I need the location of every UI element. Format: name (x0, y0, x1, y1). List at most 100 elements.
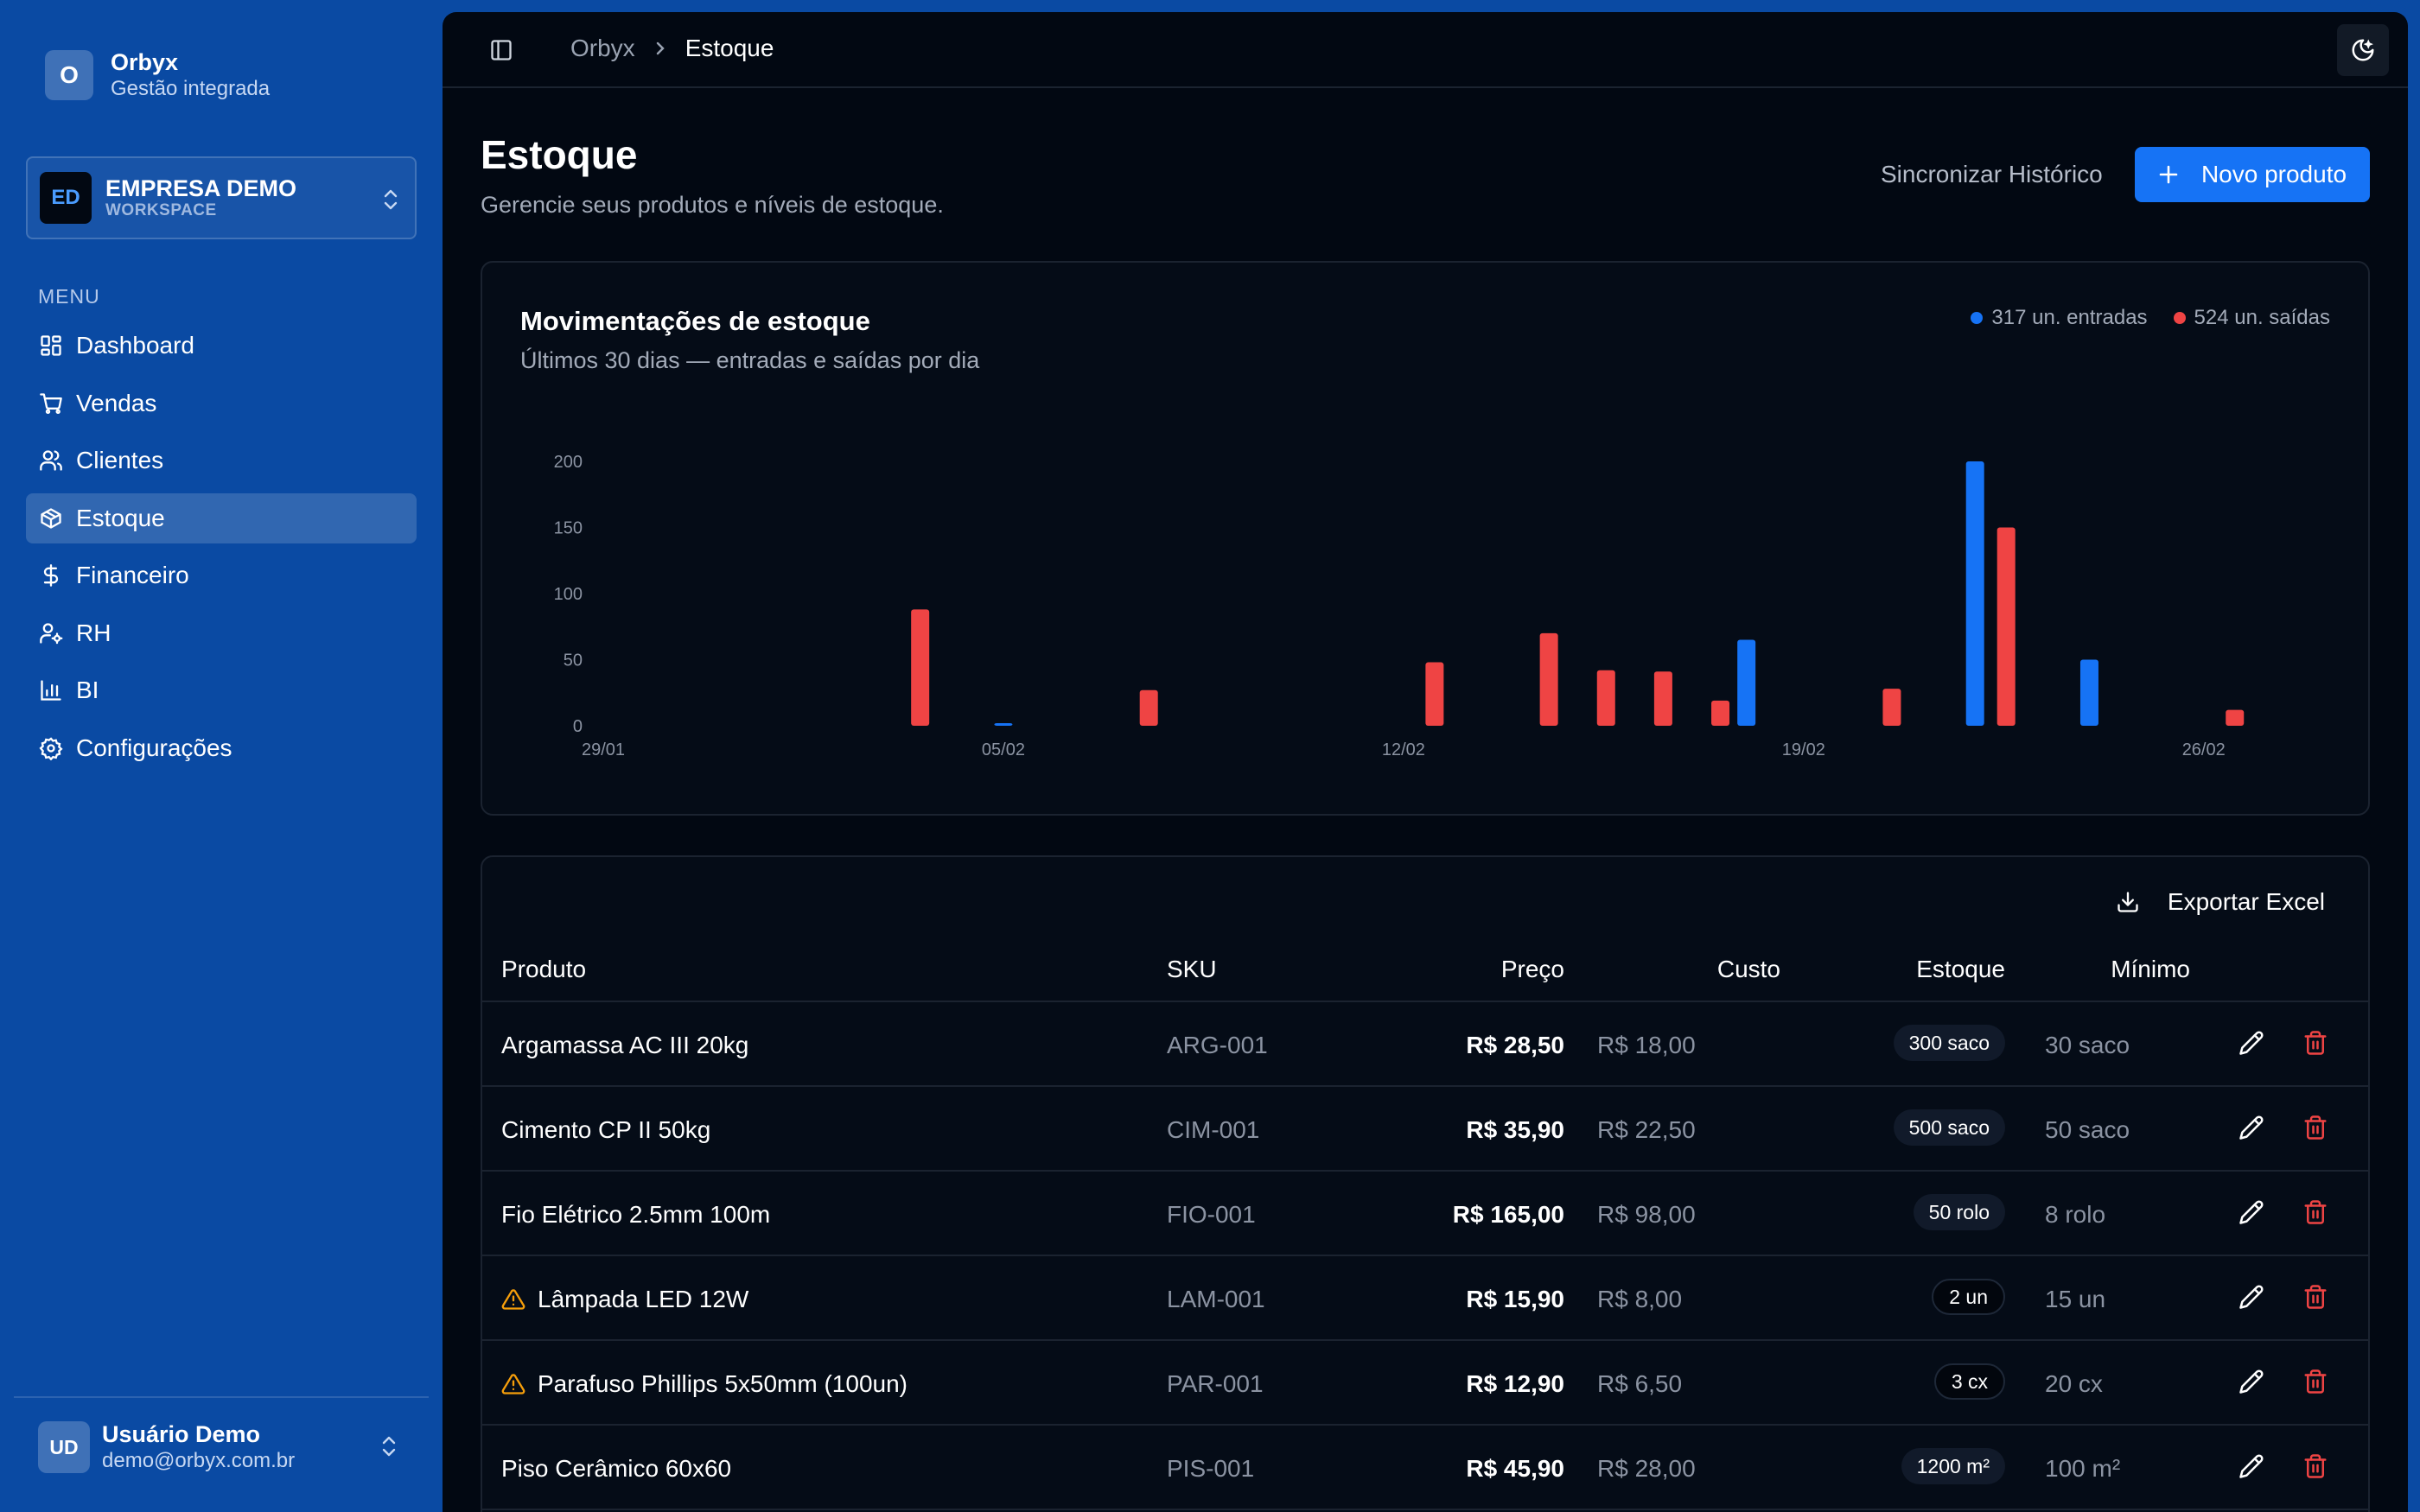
workspace-name: EMPRESA DEMO (105, 175, 297, 201)
bar-saidas (911, 609, 930, 726)
x-tick-label: 05/02 (982, 740, 1025, 759)
stock-movement-chart: 0 50 100 150 200 29/01 05/02 12/02 19/02 26/02 (554, 453, 2245, 759)
product-min: 8 rolo (2045, 1201, 2106, 1228)
table-row[interactable]: Parafuso Phillips 5x50mm (100un) PAR-001… (482, 1341, 2368, 1426)
x-tick-label: 19/02 (1782, 740, 1825, 759)
y-tick-label: 200 (554, 453, 583, 472)
trash-icon[interactable] (2302, 1284, 2328, 1310)
product-cost: R$ 8,00 (1597, 1286, 1683, 1312)
table-row[interactable]: Fio Elétrico 2.5mm 100m FIO-001 R$ 165,0… (482, 1172, 2368, 1256)
sidebar-item-estoque[interactable]: Estoque (26, 492, 417, 543)
brand-name: Orbyx (111, 49, 179, 75)
bar-saidas (1711, 700, 1730, 726)
bar-saidas (1882, 689, 1901, 726)
stock-badge: 300 saco (1893, 1025, 2005, 1061)
bar-entradas (1965, 461, 1984, 726)
sidebar-item-label: Estoque (76, 504, 165, 531)
sidebar-item-clientes[interactable]: Clientes (26, 435, 417, 486)
menu-label: MENU (38, 285, 100, 308)
table-row[interactable]: Lâmpada LED 12W LAM-001 R$ 15,90 R$ 8,00… (482, 1256, 2368, 1341)
table-row[interactable]: Cimento CP II 50kg CIM-001 R$ 35,90 R$ 2… (482, 1087, 2368, 1172)
moon-sun-icon (2350, 37, 2376, 63)
product-sku: ARG-001 (1167, 1032, 1268, 1058)
edit-icon[interactable] (2238, 1453, 2264, 1479)
new-product-button[interactable]: Novo produto (2135, 147, 2370, 202)
bar-saidas (1425, 662, 1444, 726)
product-name-text: Argamassa AC III 20kg (501, 1032, 749, 1058)
column-header-product[interactable]: Produto (501, 956, 587, 982)
brand[interactable]: O Orbyx Gestão integrada (45, 48, 270, 102)
sidebar: O Orbyx Gestão integrada ED EMPRESA DEMO… (0, 0, 443, 1512)
legend-label: 317 un. entradas (1991, 306, 2148, 329)
export-excel-button[interactable]: Exportar Excel (2116, 888, 2325, 916)
user-email: demo@orbyx.com.br (102, 1449, 296, 1472)
bar-saidas (1539, 632, 1558, 726)
table-row[interactable]: Argamassa AC III 20kg ARG-001 R$ 28,50 R… (482, 1002, 2368, 1087)
legend-item-entradas: 317 un. entradas (1971, 306, 2148, 330)
column-header-stock[interactable]: Estoque (1916, 956, 2005, 982)
sidebar-toggle-icon[interactable] (489, 38, 513, 62)
sync-history-button[interactable]: Sincronizar Histórico (1881, 161, 2103, 187)
product-price: R$ 45,90 (1466, 1455, 1564, 1482)
workspace-switcher[interactable]: ED EMPRESA DEMO WORKSPACE (26, 156, 417, 239)
trash-icon[interactable] (2302, 1453, 2328, 1479)
sidebar-item-label: Dashboard (76, 332, 194, 359)
product-cost: R$ 98,00 (1597, 1201, 1696, 1228)
x-tick-label: 29/01 (582, 740, 625, 759)
product-sku: PAR-001 (1167, 1370, 1264, 1397)
product-name-text: Cimento CP II 50kg (501, 1116, 711, 1143)
product-sku: FIO-001 (1167, 1201, 1256, 1228)
box-icon (38, 505, 64, 531)
brand-tagline: Gestão integrada (111, 77, 271, 100)
edit-icon[interactable] (2238, 1199, 2264, 1225)
sidebar-item-bi[interactable]: BI (26, 665, 417, 715)
column-header-cost[interactable]: Custo (1716, 956, 1780, 982)
product-cost: R$ 6,50 (1597, 1370, 1683, 1397)
sidebar-item-label: Vendas (76, 389, 157, 416)
product-sku: PIS-001 (1167, 1455, 1255, 1482)
table-row[interactable]: Piso Cerâmico 60x60 PIS-001 R$ 45,90 R$ … (482, 1426, 2368, 1510)
sidebar-item-vendas[interactable]: Vendas (26, 378, 417, 429)
stock-badge: 3 cx (1933, 1363, 2005, 1400)
edit-icon[interactable] (2238, 1284, 2264, 1310)
product-min: 50 saco (2045, 1116, 2130, 1143)
column-header-price[interactable]: Preço (1500, 956, 1564, 982)
user-menu[interactable]: UD Usuário Demo demo@orbyx.com.br (38, 1420, 295, 1474)
page-subtitle: Gerencie seus produtos e níveis de estoq… (481, 192, 944, 218)
sidebar-item-dashboard[interactable]: Dashboard (26, 321, 417, 371)
plus-icon (2158, 164, 2179, 185)
export-excel-label: Exportar Excel (2167, 888, 2325, 915)
stock-movement-chart-card: Movimentações de estoque Últimos 30 dias… (481, 261, 2370, 816)
sidebar-item-configuracoes[interactable]: Configurações (26, 723, 417, 773)
edit-icon[interactable] (2238, 1115, 2264, 1140)
bar-saidas (2226, 709, 2245, 726)
sidebar-item-financeiro[interactable]: Financeiro (26, 550, 417, 600)
sidebar-nav: Dashboard Vendas Clientes Estoque Financ… (26, 321, 417, 780)
user-name: Usuário Demo (102, 1421, 261, 1447)
trash-icon[interactable] (2302, 1030, 2328, 1056)
bar-entradas (994, 722, 1013, 726)
product-name-text: Parafuso Phillips 5x50mm (100un) (538, 1370, 908, 1397)
edit-icon[interactable] (2238, 1030, 2264, 1056)
y-tick-label: 150 (554, 519, 583, 538)
bar-saidas (1653, 671, 1672, 726)
trash-icon[interactable] (2302, 1199, 2328, 1225)
product-price: R$ 12,90 (1466, 1370, 1564, 1397)
avatar: UD (38, 1421, 90, 1473)
product-price: R$ 165,00 (1452, 1201, 1564, 1228)
trash-icon[interactable] (2302, 1369, 2328, 1394)
column-header-min[interactable]: Mínimo (2111, 956, 2190, 982)
breadcrumb-current: Estoque (685, 35, 774, 61)
edit-icon[interactable] (2238, 1369, 2264, 1394)
trash-icon[interactable] (2302, 1115, 2328, 1140)
product-name: Fio Elétrico 2.5mm 100m (501, 1201, 770, 1229)
column-header-sku[interactable]: SKU (1167, 956, 1217, 982)
y-tick-label: 100 (554, 585, 583, 604)
product-price: R$ 15,90 (1466, 1286, 1564, 1312)
dashboard-icon (38, 333, 64, 359)
sidebar-item-rh[interactable]: RH (26, 608, 417, 658)
breadcrumb-root[interactable]: Orbyx (570, 35, 635, 61)
chevron-right-icon (654, 40, 666, 57)
theme-toggle-button[interactable] (2337, 24, 2389, 76)
chevrons-up-down-icon[interactable] (379, 1434, 399, 1458)
